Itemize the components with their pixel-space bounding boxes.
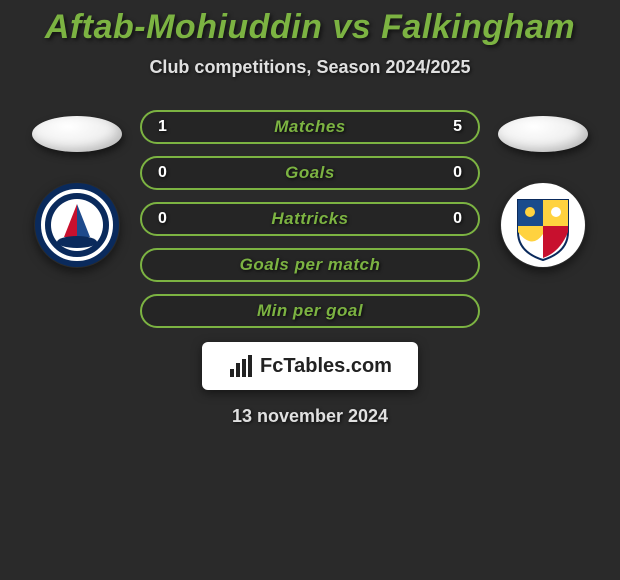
stat-left-value: 1 (158, 118, 178, 136)
stat-row-goals: 0 Goals 0 (140, 156, 480, 190)
stat-label: Goals (285, 163, 335, 183)
left-club-crest (34, 182, 120, 268)
stat-row-matches: 1 Matches 5 (140, 110, 480, 144)
right-player-avatar (498, 116, 588, 152)
stat-label: Min per goal (257, 301, 363, 321)
right-club-crest (500, 182, 586, 268)
stat-label: Goals per match (240, 255, 381, 275)
left-player-column (32, 108, 122, 268)
stat-left-value: 0 (158, 164, 178, 182)
brand-card[interactable]: FcTables.com (202, 342, 418, 390)
stat-row-goals-per-match: Goals per match (140, 248, 480, 282)
left-player-avatar (32, 116, 122, 152)
stat-row-min-per-goal: Min per goal (140, 294, 480, 328)
stat-right-value: 0 (442, 210, 462, 228)
date-text: 13 november 2024 (0, 406, 620, 427)
season-subtitle: Club competitions, Season 2024/2025 (0, 57, 620, 78)
stat-left-value: 0 (158, 210, 178, 228)
chesterfield-crest-icon (34, 182, 120, 268)
stat-right-value: 5 (442, 118, 462, 136)
page-title: Aftab-Mohiuddin vs Falkingham (0, 8, 620, 47)
stat-label: Hattricks (271, 209, 348, 229)
brand-text: FcTables.com (260, 355, 392, 378)
comparison-card: Aftab-Mohiuddin vs Falkingham Club compe… (0, 0, 620, 427)
right-player-column (498, 108, 588, 268)
main-row: 1 Matches 5 0 Goals 0 0 Hattricks 0 Goal… (0, 108, 620, 328)
bar-chart-icon (228, 353, 254, 379)
stat-right-value: 0 (442, 164, 462, 182)
harrogate-crest-icon (500, 182, 586, 268)
stat-row-hattricks: 0 Hattricks 0 (140, 202, 480, 236)
stat-label: Matches (274, 117, 346, 137)
stats-column: 1 Matches 5 0 Goals 0 0 Hattricks 0 Goal… (140, 108, 480, 328)
